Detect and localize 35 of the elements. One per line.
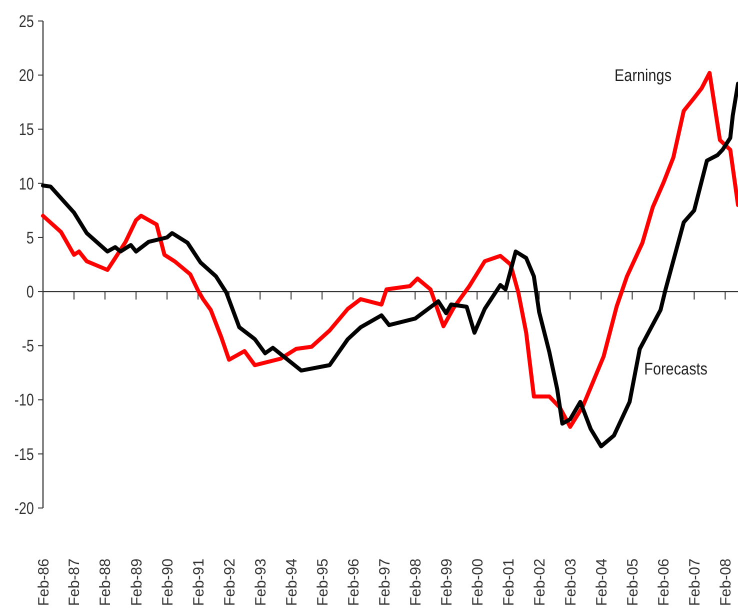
x-tick-label: Feb-93 — [252, 558, 270, 606]
series-label: Forecasts — [644, 360, 708, 379]
y-tick-label: 25 — [18, 12, 34, 32]
y-tick-label: 5 — [26, 229, 34, 248]
series-label: Earnings — [614, 66, 672, 86]
x-tick-label: Feb-03 — [562, 558, 580, 606]
x-tick-label: Feb-01 — [500, 558, 518, 606]
y-tick-label: 10 — [18, 174, 34, 194]
y-tick-label: 20 — [18, 66, 34, 86]
x-tick-label: Feb-00 — [469, 558, 486, 606]
x-tick-label: Feb-99 — [438, 558, 456, 606]
y-tick-label: 0 — [26, 283, 34, 302]
y-tick-label: -20 — [14, 500, 34, 518]
x-tick-label: Feb-97 — [376, 558, 394, 606]
x-tick-label: Feb-07 — [686, 558, 704, 606]
x-tick-label: Feb-86 — [35, 558, 52, 606]
x-tick-label: Feb-91 — [190, 558, 208, 606]
x-tick-label: Feb-08 — [717, 558, 734, 606]
x-tick-label: Feb-05 — [624, 558, 642, 606]
x-tick-label: Feb-87 — [66, 558, 84, 606]
x-tick-label: Feb-96 — [345, 558, 362, 606]
y-tick-label: -5 — [22, 337, 34, 356]
x-tick-label: Feb-92 — [221, 558, 238, 606]
x-tick-label: Feb-90 — [159, 558, 176, 606]
x-tick-label: Feb-02 — [531, 558, 548, 606]
y-tick-label: 15 — [18, 120, 34, 140]
x-tick-label: Feb-94 — [283, 558, 300, 606]
x-tick-label: Feb-95 — [314, 558, 332, 606]
x-tick-label: Feb-89 — [128, 558, 146, 606]
x-tick-label: Feb-98 — [407, 558, 424, 606]
y-tick-label: -10 — [14, 391, 34, 410]
y-tick-label: -15 — [14, 445, 34, 464]
x-tick-label: Feb-06 — [655, 558, 672, 606]
x-tick-label: Feb-88 — [97, 558, 114, 606]
x-tick-label: Feb-04 — [593, 558, 610, 606]
